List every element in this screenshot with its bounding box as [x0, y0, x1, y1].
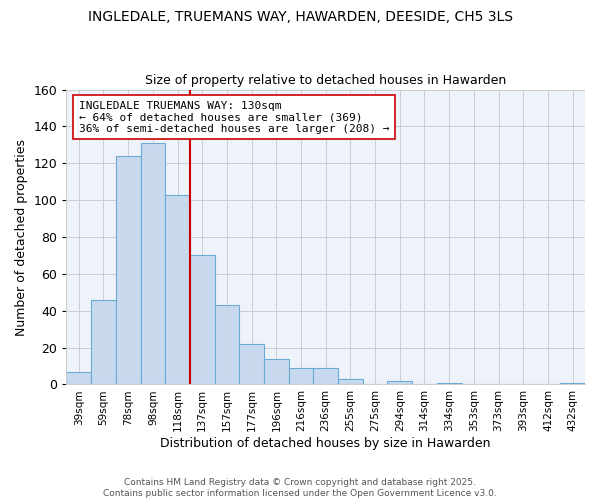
- Bar: [215, 305, 239, 384]
- Bar: [67, 372, 91, 384]
- Bar: [289, 368, 313, 384]
- Bar: [560, 382, 585, 384]
- Bar: [388, 381, 412, 384]
- Bar: [437, 382, 461, 384]
- Text: INGLEDALE, TRUEMANS WAY, HAWARDEN, DEESIDE, CH5 3LS: INGLEDALE, TRUEMANS WAY, HAWARDEN, DEESI…: [88, 10, 512, 24]
- X-axis label: Distribution of detached houses by size in Hawarden: Distribution of detached houses by size …: [160, 437, 491, 450]
- Text: INGLEDALE TRUEMANS WAY: 130sqm
← 64% of detached houses are smaller (369)
36% of: INGLEDALE TRUEMANS WAY: 130sqm ← 64% of …: [79, 100, 389, 134]
- Bar: [313, 368, 338, 384]
- Bar: [190, 256, 215, 384]
- Title: Size of property relative to detached houses in Hawarden: Size of property relative to detached ho…: [145, 74, 506, 87]
- Bar: [264, 358, 289, 384]
- Bar: [140, 143, 165, 384]
- Bar: [338, 379, 363, 384]
- Bar: [116, 156, 140, 384]
- Text: Contains HM Land Registry data © Crown copyright and database right 2025.
Contai: Contains HM Land Registry data © Crown c…: [103, 478, 497, 498]
- Bar: [165, 194, 190, 384]
- Bar: [91, 300, 116, 384]
- Bar: [239, 344, 264, 385]
- Y-axis label: Number of detached properties: Number of detached properties: [15, 138, 28, 336]
